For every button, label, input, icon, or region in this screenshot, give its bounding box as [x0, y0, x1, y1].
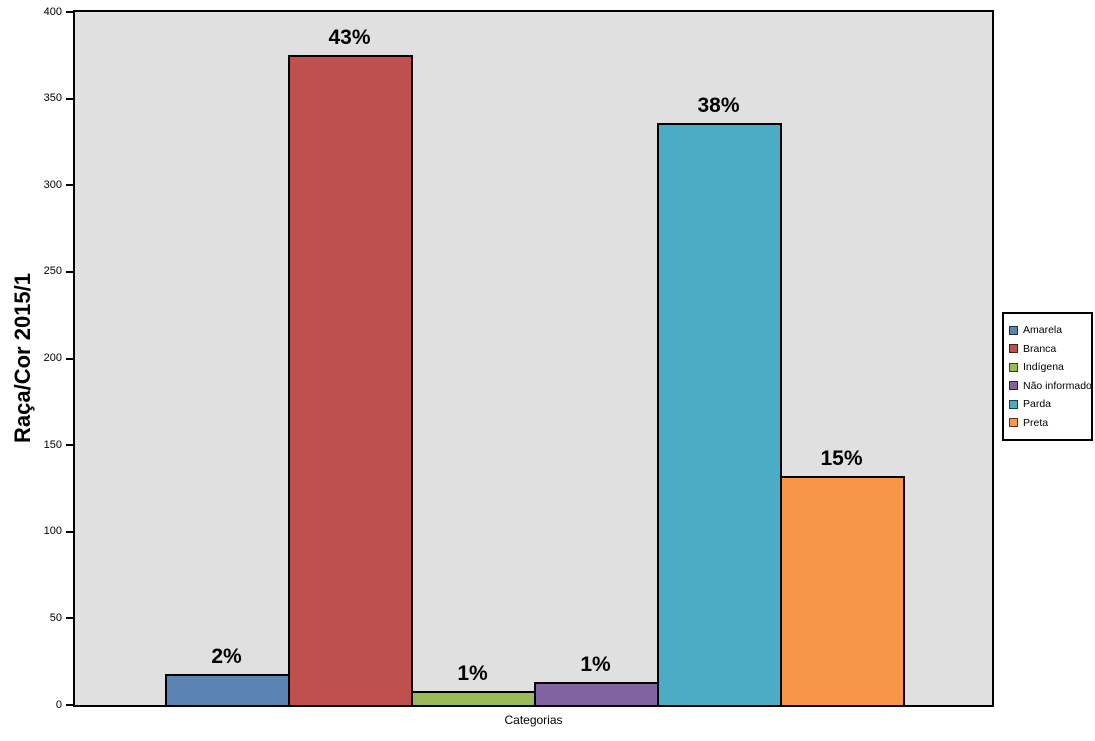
y-tick-label: 200 [43, 352, 62, 364]
bar-amarela [165, 674, 290, 705]
y-tick-mark [66, 270, 73, 273]
legend-swatch-icon [1009, 418, 1018, 428]
bar-branca [288, 55, 413, 705]
y-tick-label: 400 [43, 5, 62, 18]
y-tick-mark [66, 11, 73, 13]
bar-não-informado [534, 682, 659, 705]
legend-label: Indígena [1023, 361, 1064, 374]
legend-item-amarela: Amarela [1009, 321, 1088, 340]
legend-label: Não informado [1023, 379, 1092, 392]
legend-swatch-icon [1009, 399, 1018, 409]
legend-swatch-icon [1009, 362, 1018, 372]
legend-item-preta: Preta [1009, 414, 1088, 433]
y-tick-label: 100 [43, 525, 62, 538]
y-tick-label: 0 [55, 698, 62, 711]
y-tick-label: 350 [43, 92, 62, 105]
legend-label: Parda [1023, 398, 1052, 411]
legend-label: Amarela [1023, 324, 1063, 337]
bar-indígena [411, 691, 536, 705]
legend-swatch-icon [1009, 344, 1018, 354]
plot-area: 2% 43% 1% 1% 38% 15% [73, 10, 994, 707]
y-tick-label: 150 [43, 438, 62, 451]
y-tick-mark [66, 444, 73, 447]
y-tick-mark [66, 184, 73, 187]
legend-swatch-icon [1009, 325, 1018, 335]
legend-label: Branca [1023, 342, 1057, 355]
y-tick-label: 50 [49, 611, 62, 624]
y-tick-mark [66, 530, 73, 533]
y-tick-mark [66, 704, 73, 706]
bar-parda [657, 123, 782, 705]
legend-item-não-informado: Não informado [1009, 377, 1092, 396]
bar-value-label: 2% [211, 645, 242, 668]
legend-item-indígena: Indígena [1009, 358, 1088, 377]
y-tick-mark [66, 357, 73, 360]
legend: Amarela Branca Indígena Não informado Parda P… [1002, 312, 1093, 441]
legend-item-branca: Branca [1009, 340, 1088, 359]
y-tick-mark [66, 97, 73, 100]
legend-swatch-icon [1009, 381, 1018, 391]
bar-value-label: 1% [457, 662, 488, 685]
bar-preta [780, 476, 905, 705]
legend-item-parda: Parda [1009, 395, 1088, 414]
bar-value-label: 43% [328, 26, 371, 49]
legend-label: Preta [1023, 416, 1049, 429]
x-axis-title: Categorias [504, 713, 563, 727]
bar-value-label: 1% [580, 653, 611, 676]
bar-value-label: 15% [820, 447, 863, 470]
bar-value-label: 38% [697, 94, 740, 117]
y-tick-label: 300 [43, 178, 62, 191]
y-tick-label: 250 [43, 265, 62, 278]
y-tick-mark [66, 617, 73, 620]
